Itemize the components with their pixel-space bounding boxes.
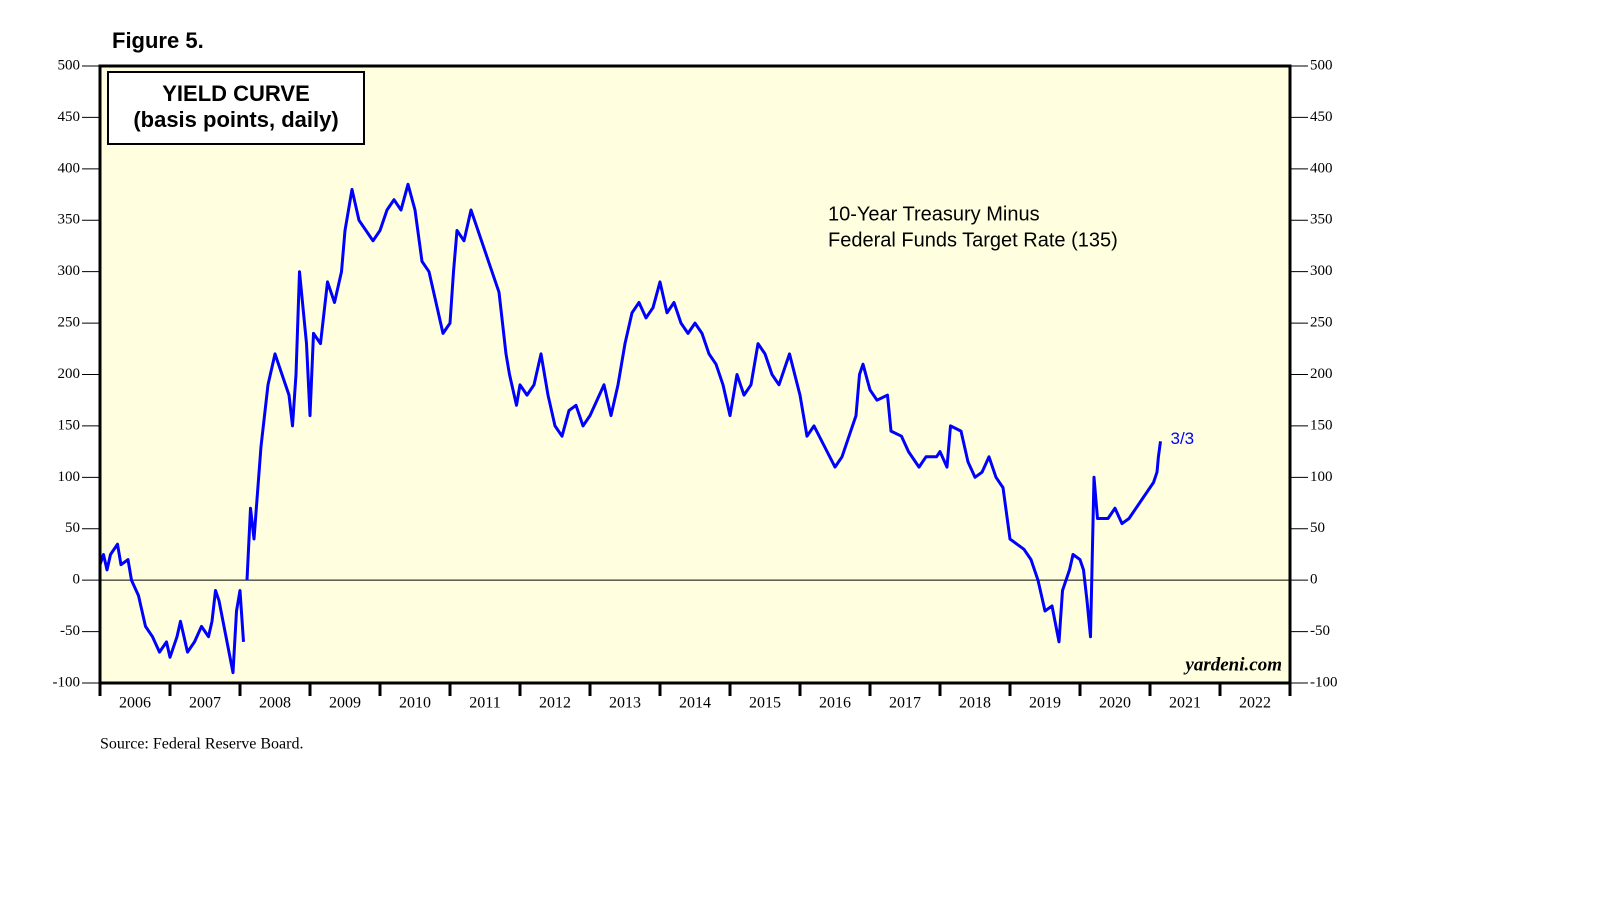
plot-frame [98, 64, 1292, 685]
x-tick-label: 2017 [889, 695, 921, 712]
y-tick-label: 100 [58, 469, 81, 485]
y2-tick-label: -50 [1310, 623, 1330, 639]
y2-tick-label: 400 [1310, 160, 1333, 176]
y2-tick-label: 50 [1310, 520, 1325, 536]
y2-tick-label: -100 [1310, 674, 1338, 690]
y2-tick-label: 250 [1310, 315, 1333, 331]
x-tick-label: 2019 [1029, 695, 1061, 712]
title-box [107, 71, 365, 145]
x-tick-label: 2007 [189, 695, 221, 712]
y-tick-label: 0 [73, 572, 81, 588]
y-tick-label: 350 [58, 212, 81, 228]
end-label: 3/3 [1171, 429, 1195, 448]
chart-subtitle: (basis points, daily) [133, 107, 338, 132]
x-tick-label: 2010 [399, 695, 431, 712]
y2-tick-label: 450 [1310, 109, 1333, 125]
source: Source: Federal Reserve Board. [100, 736, 303, 753]
annotation: Federal Funds Target Rate (135) [828, 229, 1118, 251]
y2-tick-label: 150 [1310, 417, 1333, 433]
y-tick-label: 200 [58, 366, 81, 382]
x-tick-label: 2018 [959, 695, 991, 712]
y-tick-label: 250 [58, 315, 81, 331]
x-tick-label: 2006 [119, 695, 151, 712]
figure-label: Figure 5. [112, 28, 204, 53]
plot-background [100, 66, 1290, 683]
y-tick-label: 450 [58, 109, 81, 125]
x-tick-label: 2008 [259, 695, 291, 712]
y2-tick-label: 350 [1310, 212, 1333, 228]
y-tick-label: -50 [60, 623, 80, 639]
y2-tick-label: 100 [1310, 469, 1333, 485]
y-tick-label: 500 [58, 57, 81, 73]
y-tick-label: 400 [58, 160, 81, 176]
x-tick-label: 2013 [609, 695, 641, 712]
chart-title: YIELD CURVE [162, 81, 310, 106]
y-tick-label: 300 [58, 263, 81, 279]
y2-tick-label: 0 [1310, 572, 1318, 588]
x-tick-label: 2011 [469, 695, 500, 712]
y2-tick-label: 300 [1310, 263, 1333, 279]
y2-tick-label: 500 [1310, 57, 1333, 73]
x-tick-label: 2014 [679, 695, 711, 712]
x-tick-label: 2015 [749, 695, 781, 712]
x-tick-label: 2012 [539, 695, 571, 712]
annotation: 10-Year Treasury Minus [828, 203, 1040, 225]
y-tick-label: 150 [58, 417, 81, 433]
watermark: yardeni.com [1183, 654, 1282, 675]
x-tick-label: 2022 [1239, 695, 1271, 712]
x-tick-label: 2021 [1169, 695, 1201, 712]
y2-tick-label: 200 [1310, 366, 1333, 382]
y-tick-label: 50 [65, 520, 80, 536]
x-tick-label: 2020 [1099, 695, 1131, 712]
x-tick-label: 2009 [329, 695, 361, 712]
data-line [98, 182, 1162, 675]
y-tick-label: -100 [53, 674, 81, 690]
x-tick-label: 2016 [819, 695, 851, 712]
